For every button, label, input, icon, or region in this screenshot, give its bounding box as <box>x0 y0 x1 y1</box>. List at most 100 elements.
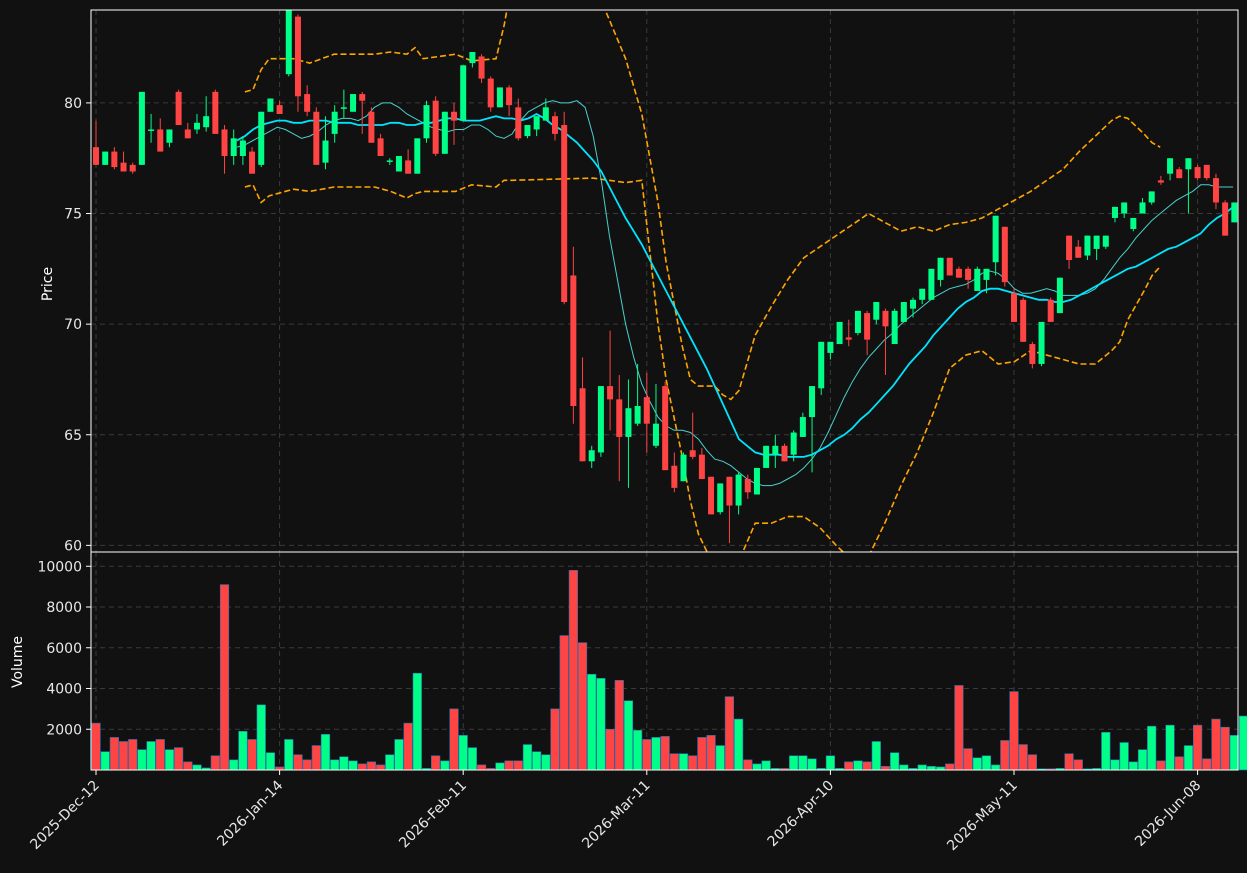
candle-body <box>772 445 779 455</box>
candle <box>900 302 907 322</box>
candle-body <box>1148 191 1155 203</box>
price-tick-label: 70 <box>64 317 82 333</box>
candle-body <box>1038 321 1045 364</box>
volume-bar <box>467 747 477 771</box>
candle <box>708 476 715 515</box>
candle-body <box>340 107 347 109</box>
candle <box>102 151 109 165</box>
candle <box>1130 217 1137 232</box>
volume-bar <box>118 741 129 771</box>
volume-bar <box>945 763 955 771</box>
candle <box>928 268 935 300</box>
candle-body <box>1139 202 1146 214</box>
volume-bar <box>743 759 753 771</box>
volume-bar <box>972 757 982 771</box>
candle-body <box>395 156 402 172</box>
candle-body <box>588 450 595 462</box>
candle <box>625 379 632 488</box>
candle-body <box>634 405 641 424</box>
candle-body <box>717 483 724 513</box>
candle-body <box>607 386 614 400</box>
candle <box>1203 164 1210 181</box>
volume-bar <box>926 766 936 771</box>
volume-bar <box>1202 758 1212 771</box>
candle <box>129 162 136 174</box>
volume-bar <box>706 735 716 771</box>
candle <box>753 467 760 495</box>
price-candles <box>93 10 1238 544</box>
volume-bar <box>1027 754 1037 771</box>
candle-body <box>249 151 256 174</box>
candle-body <box>212 91 219 134</box>
candle <box>689 412 696 460</box>
candle <box>799 412 806 437</box>
candle <box>946 257 953 276</box>
volume-bar <box>495 762 505 771</box>
candle-body <box>625 408 632 437</box>
volume-bar <box>587 673 597 771</box>
candle-body <box>919 288 926 300</box>
candle <box>1111 206 1118 223</box>
moving-average-fast <box>236 100 1234 487</box>
volume-bar <box>614 680 624 771</box>
candle-body <box>854 310 861 333</box>
candle <box>671 452 678 493</box>
candle-body <box>423 105 430 139</box>
candle-body <box>1176 169 1183 179</box>
candle <box>1020 297 1027 342</box>
candle-body <box>955 268 962 278</box>
candle <box>487 76 494 112</box>
volume-bar <box>412 672 422 771</box>
volume-bar <box>247 739 257 771</box>
candle <box>818 341 825 395</box>
candle-body <box>1194 167 1201 179</box>
candle-body <box>965 268 972 280</box>
candle-body <box>928 268 935 300</box>
candle-body <box>818 341 825 389</box>
candle <box>809 386 816 473</box>
candle <box>588 445 595 468</box>
candle <box>717 483 724 515</box>
candle <box>662 381 669 471</box>
candle-body <box>1075 246 1082 258</box>
candle <box>157 118 164 152</box>
volume-bar <box>256 704 266 771</box>
candle <box>827 341 834 360</box>
candle-body <box>1157 180 1164 183</box>
candle-body <box>698 454 705 479</box>
candle <box>148 113 155 143</box>
candle <box>386 158 393 165</box>
volume-bar <box>596 678 606 771</box>
candle <box>313 107 320 165</box>
price-y-ticks: 60 65 70 75 80 <box>64 96 91 554</box>
volume-bar <box>238 730 248 771</box>
candle <box>423 100 430 143</box>
candle-body <box>735 474 742 506</box>
candle <box>864 310 871 356</box>
candle <box>854 310 861 336</box>
candle <box>368 107 375 143</box>
candle-body <box>285 10 292 75</box>
candle-body <box>1231 202 1238 223</box>
candle-body <box>652 423 659 446</box>
candle <box>882 308 889 376</box>
candle-body <box>836 321 843 345</box>
volume-bar <box>146 741 156 771</box>
candle-body <box>662 386 669 471</box>
candle <box>735 472 742 515</box>
volume-bar <box>375 764 386 771</box>
candle-body <box>138 91 145 165</box>
volume-bar <box>550 708 560 771</box>
candle <box>322 116 329 170</box>
candle <box>496 87 503 108</box>
candle-body <box>1020 299 1027 342</box>
candle-body <box>102 151 109 165</box>
volume-bar <box>559 635 569 771</box>
candle <box>138 91 145 165</box>
candle <box>515 98 522 141</box>
volume-bar <box>357 763 367 771</box>
candle <box>506 85 513 117</box>
candle-body <box>441 111 448 154</box>
candle-body <box>946 257 953 276</box>
candle <box>1212 173 1219 210</box>
